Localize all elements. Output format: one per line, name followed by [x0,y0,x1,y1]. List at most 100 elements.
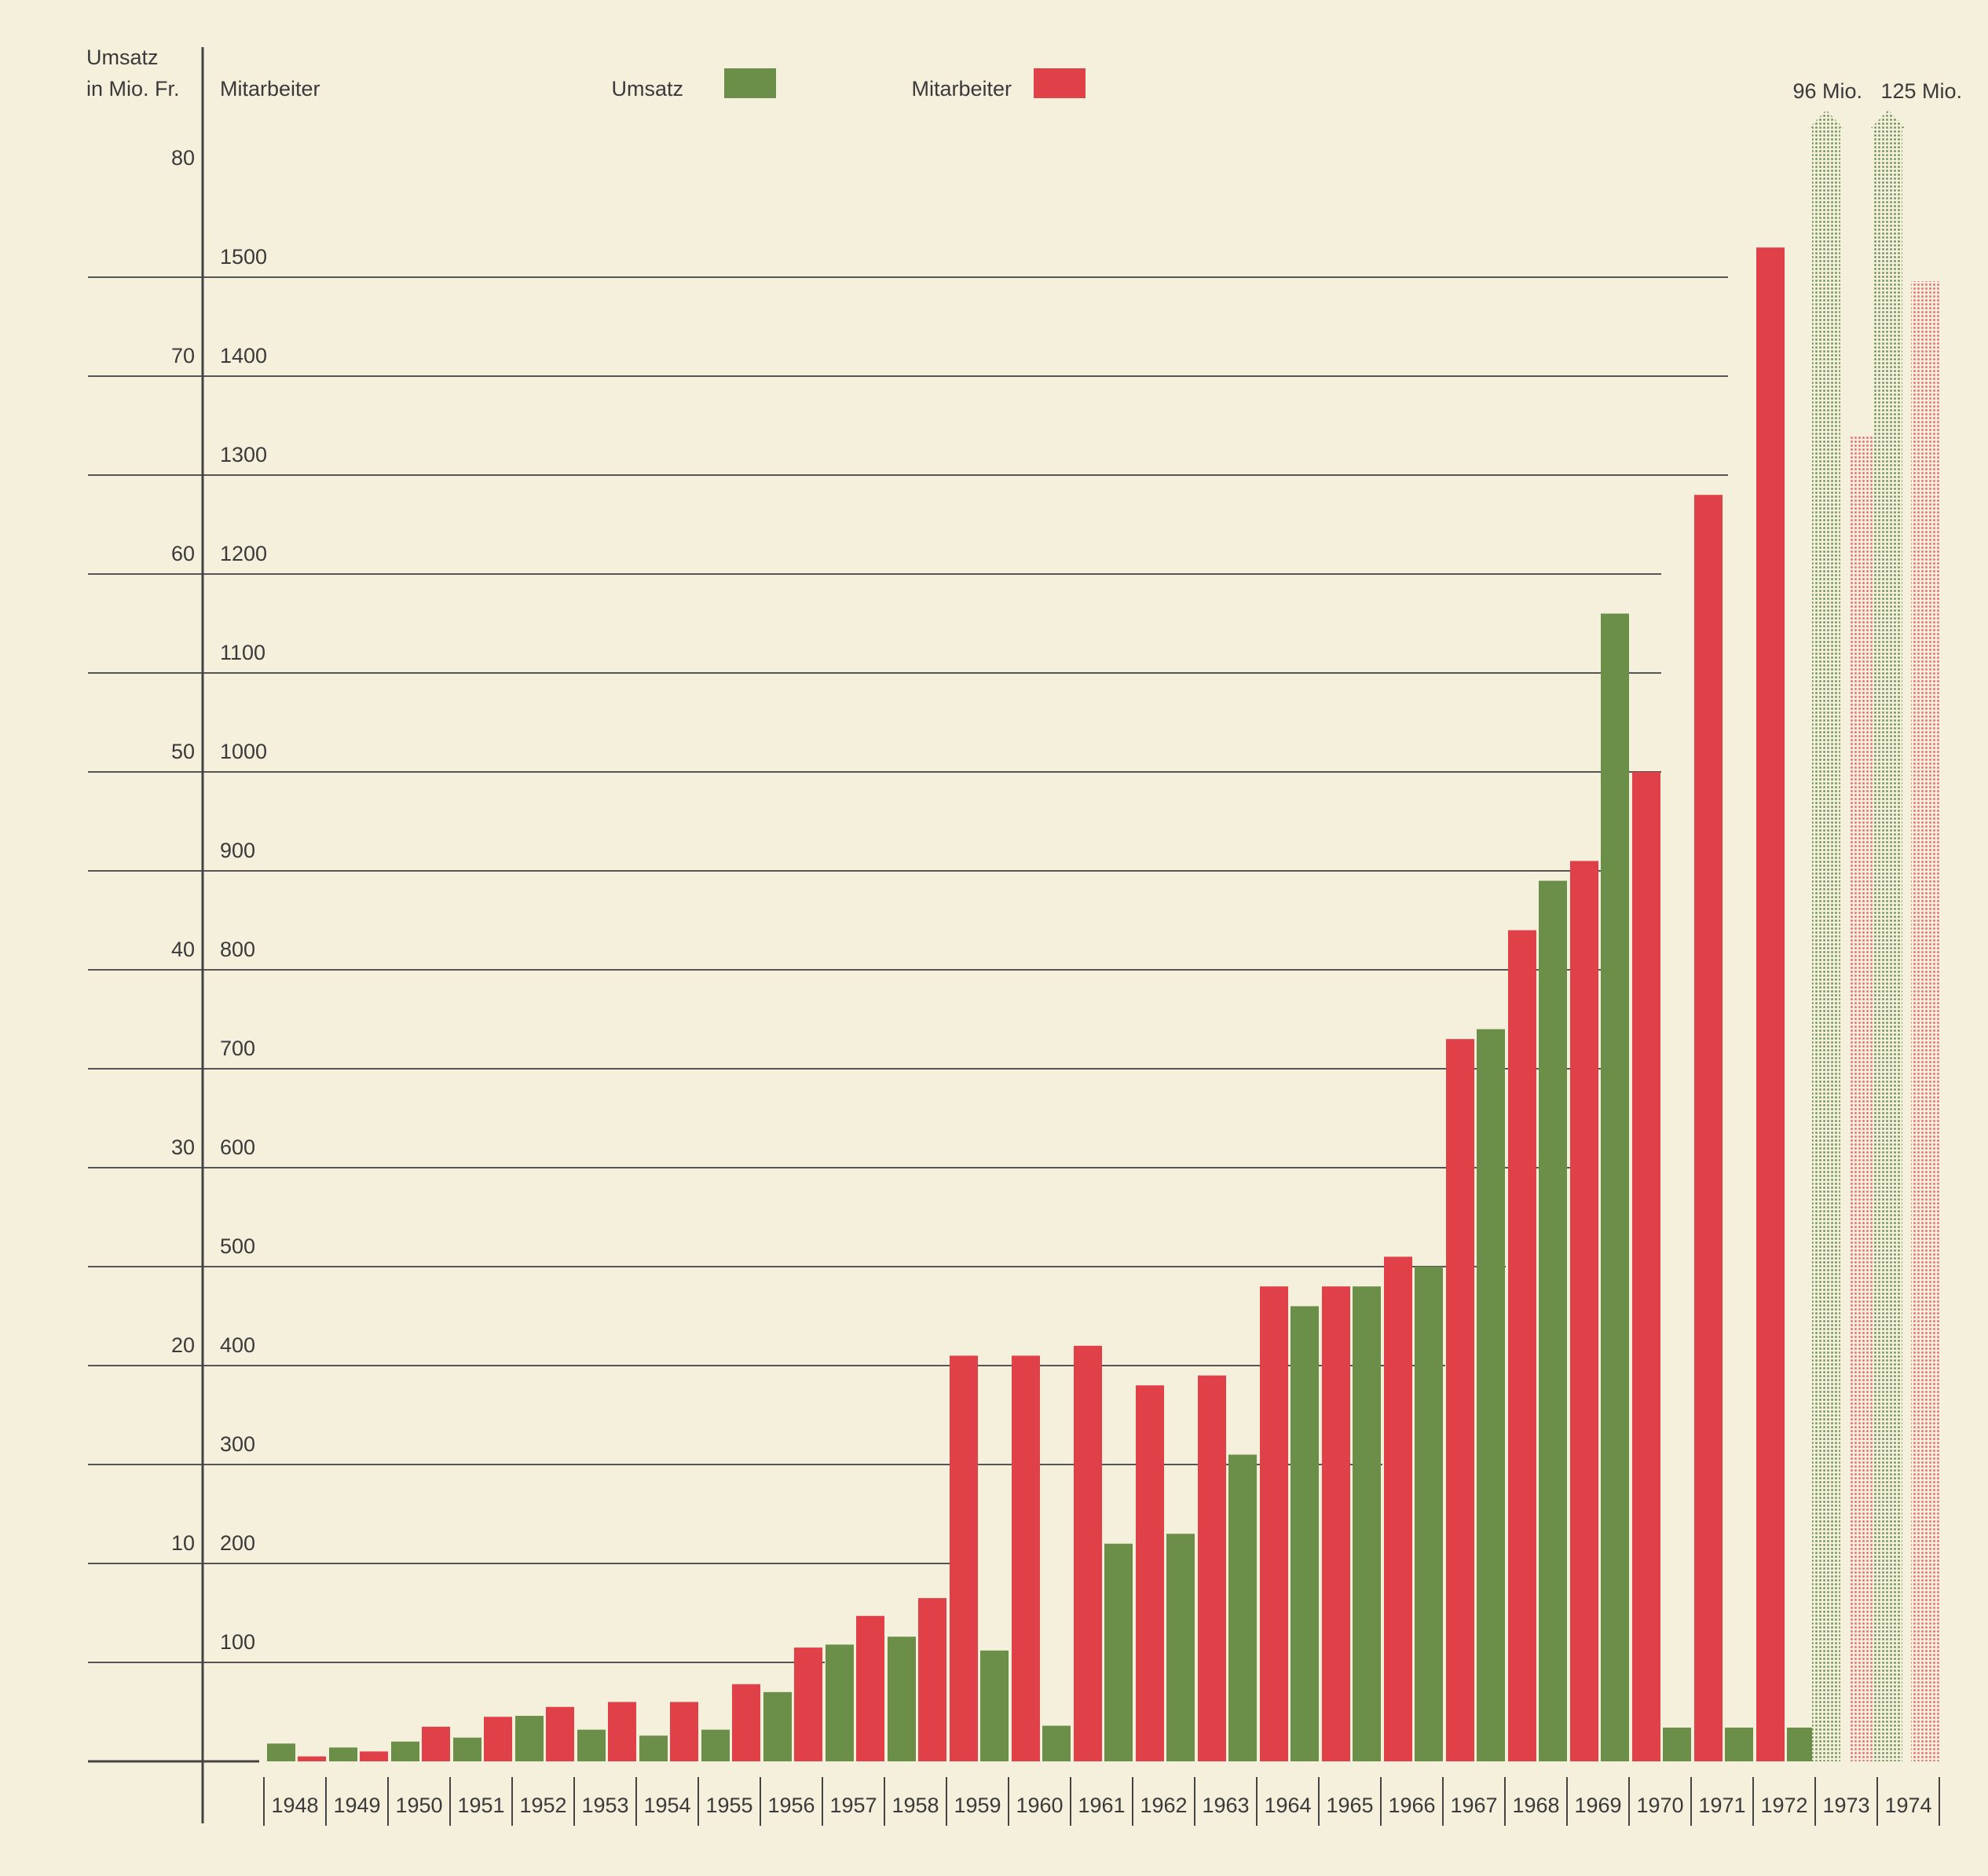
bar-umsatz-1954 [639,1735,668,1761]
umsatz-tick-label: 30 [171,1135,195,1159]
mitarbeiter-tick-label: 400 [220,1333,255,1357]
bar-umsatz-1949 [329,1747,357,1761]
year-label-1970: 1970 [1636,1794,1683,1817]
bar-mitarbeiter-1950 [422,1726,450,1761]
bar-umsatz-1972 [1787,1728,1815,1761]
umsatz-tick-label: 50 [171,740,195,763]
year-label-1964: 1964 [1264,1794,1311,1817]
mitarbeiter-tick-label: 1100 [220,641,265,664]
bar-umsatz-1964 [1291,1306,1319,1761]
bar-mitarbeiter-1954 [670,1702,698,1761]
mitarbeiter-tick-label: 800 [220,938,255,961]
bar-mitarbeiter-1953 [608,1702,636,1761]
mitarbeiter-tick-label: 1300 [220,443,267,466]
year-label-1971: 1971 [1698,1794,1745,1817]
bar-mitarbeiter-1959 [950,1355,978,1761]
umsatz-axis-label-line2: in Mio. Fr. [86,77,180,101]
legend-label-mitarbeiter: Mitarbeiter [911,77,1012,101]
year-label-1955: 1955 [705,1794,752,1817]
mitarbeiter-tick-label: 100 [220,1630,255,1654]
bar-umsatz-1960 [1042,1725,1071,1761]
umsatz-tick-label: 40 [171,938,195,961]
gridlines [88,276,1728,1762]
bar-mitarbeiter-projection-1974 [1911,281,1939,1761]
umsatz-tick-label: 60 [171,542,195,565]
bar-umsatz-1966 [1415,1267,1443,1761]
bar-umsatz-1951 [453,1737,481,1761]
umsatz-tick-label: 80 [171,146,195,170]
year-label-1963: 1963 [1202,1794,1249,1817]
bar-umsatz-1971 [1725,1728,1753,1761]
year-label-1949: 1949 [333,1794,380,1817]
year-label-1953: 1953 [581,1794,628,1817]
bar-mitarbeiter-1949 [360,1751,388,1761]
year-label-1959: 1959 [954,1794,1001,1817]
umsatz-tick-label: 10 [171,1531,195,1555]
arrow-up-icon [1809,110,1843,128]
mitarbeiter-tick-label: 600 [220,1135,255,1159]
projection-bars: 96 Mio. 125 Mio. [1792,79,1962,1761]
bars [267,247,1815,1762]
bar-mitarbeiter-1952 [546,1706,574,1761]
year-label-1969: 1969 [1574,1794,1621,1817]
legend-swatch-mitarbeiter [1034,68,1086,98]
year-label-1966: 1966 [1388,1794,1435,1817]
umsatz-axis-label-line1: Umsatz [86,46,159,69]
bar-mitarbeiter-1957 [856,1615,884,1761]
mitarbeiter-tick-label: 1200 [220,542,267,565]
bar-mitarbeiter-1971 [1694,495,1723,1762]
legend-label-umsatz: Umsatz [611,77,683,101]
bar-mitarbeiter-1970 [1632,772,1660,1761]
mitarbeiter-tick-label: 500 [220,1234,255,1258]
bar-mitarbeiter-1958 [918,1598,946,1761]
year-label-1950: 1950 [395,1794,442,1817]
bar-umsatz-1953 [577,1729,606,1761]
umsatz-tick-labels: 10 20 30 40 50 60 70 80 [171,146,195,1555]
bar-mitarbeiter-1962 [1136,1385,1164,1761]
year-label-1962: 1962 [1140,1794,1187,1817]
mitarbeiter-axis-label: Mitarbeiter [220,77,320,101]
bar-umsatz-1969 [1601,613,1629,1761]
year-label-1960: 1960 [1016,1794,1063,1817]
arrow-up-icon [1871,110,1906,128]
bar-umsatz-1970 [1663,1728,1691,1761]
year-label-1956: 1956 [767,1794,815,1817]
bar-umsatz-projection-1974 [1874,128,1902,1761]
bar-umsatz-1956 [763,1691,792,1761]
mitarbeiter-tick-label: 300 [220,1432,255,1456]
bar-umsatz-projection-1973 [1812,128,1840,1761]
bar-umsatz-1957 [826,1644,854,1761]
mitarbeiter-tick-label: 900 [220,839,255,862]
bar-umsatz-1958 [888,1636,916,1761]
bar-mitarbeiter-projection-1973 [1849,435,1877,1761]
bar-mitarbeiter-1965 [1322,1286,1350,1761]
legend: Umsatz Mitarbeiter [611,68,1086,101]
bar-umsatz-1967 [1477,1029,1505,1761]
bar-umsatz-1965 [1353,1286,1381,1761]
bar-umsatz-1950 [391,1741,419,1761]
mitarbeiter-tick-label: 1500 [220,245,267,269]
year-label-1948: 1948 [271,1794,318,1817]
mitarbeiter-tick-label: 1400 [220,344,267,368]
bar-umsatz-1955 [701,1729,730,1761]
year-axis: 1948 1949 1950 1951 1952 1953 1954 1955 1956 1957… [88,1760,1940,1826]
legend-swatch-umsatz [724,68,776,98]
bar-umsatz-1959 [980,1650,1009,1761]
umsatz-tick-label: 70 [171,344,195,368]
bar-mitarbeiter-1969 [1570,861,1598,1761]
bar-mitarbeiter-1961 [1074,1345,1102,1761]
bar-umsatz-1963 [1228,1454,1257,1761]
bar-umsatz-1952 [515,1716,544,1761]
year-label-1957: 1957 [829,1794,877,1817]
bar-umsatz-1948 [267,1743,295,1761]
bar-mitarbeiter-1956 [794,1647,822,1761]
bar-umsatz-1961 [1104,1543,1133,1761]
bar-mitarbeiter-1967 [1446,1039,1474,1761]
bar-mitarbeiter-1960 [1012,1355,1040,1761]
mitarbeiter-tick-labels: 100 200 300 400 500 600 700 800 900 1000 1100 1200 1… [220,245,267,1654]
mitarbeiter-tick-label: 700 [220,1037,255,1060]
bar-mitarbeiter-1972 [1756,247,1785,1762]
year-label-1954: 1954 [643,1794,690,1817]
bar-mitarbeiter-1963 [1198,1375,1226,1761]
